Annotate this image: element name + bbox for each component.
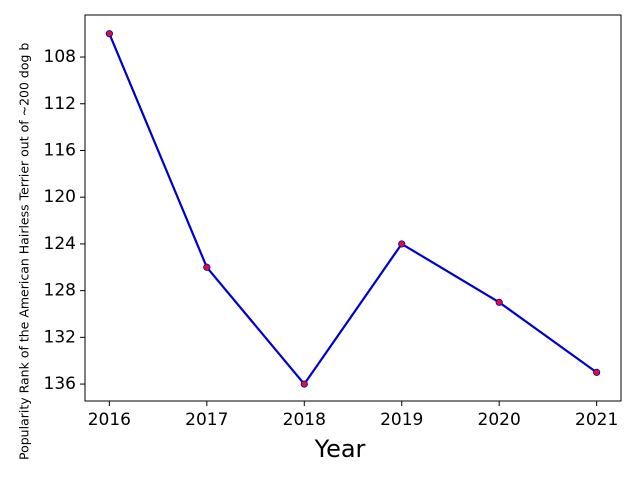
x-tick-label: 2019 [380, 410, 423, 430]
x-tick-label: 2016 [88, 410, 131, 430]
point [105, 30, 113, 38]
point [593, 368, 601, 376]
y-tick-label: 124 [44, 234, 76, 254]
y-tick-label: 128 [44, 281, 76, 301]
x-axis-label: Year [314, 435, 366, 463]
x-tick-label: 2017 [185, 410, 228, 430]
plot-frame [84, 14, 622, 402]
y-tick-label: 136 [44, 374, 76, 394]
y-tick-label: 112 [44, 94, 76, 114]
point [203, 263, 211, 271]
point [495, 298, 503, 306]
y-tick-label: 132 [44, 327, 76, 347]
x-tick-label: 2018 [283, 410, 326, 430]
point [300, 380, 308, 388]
y-axis-label: Popularity Rank of the American Hairless… [17, 43, 32, 460]
x-tick-label: 2021 [575, 410, 618, 430]
y-tick-label: 108 [44, 47, 76, 67]
x-tick-label: 2020 [478, 410, 521, 430]
y-tick-label: 120 [44, 187, 76, 207]
point [398, 240, 406, 248]
y-tick-label: 116 [44, 140, 76, 160]
line [108, 33, 598, 386]
